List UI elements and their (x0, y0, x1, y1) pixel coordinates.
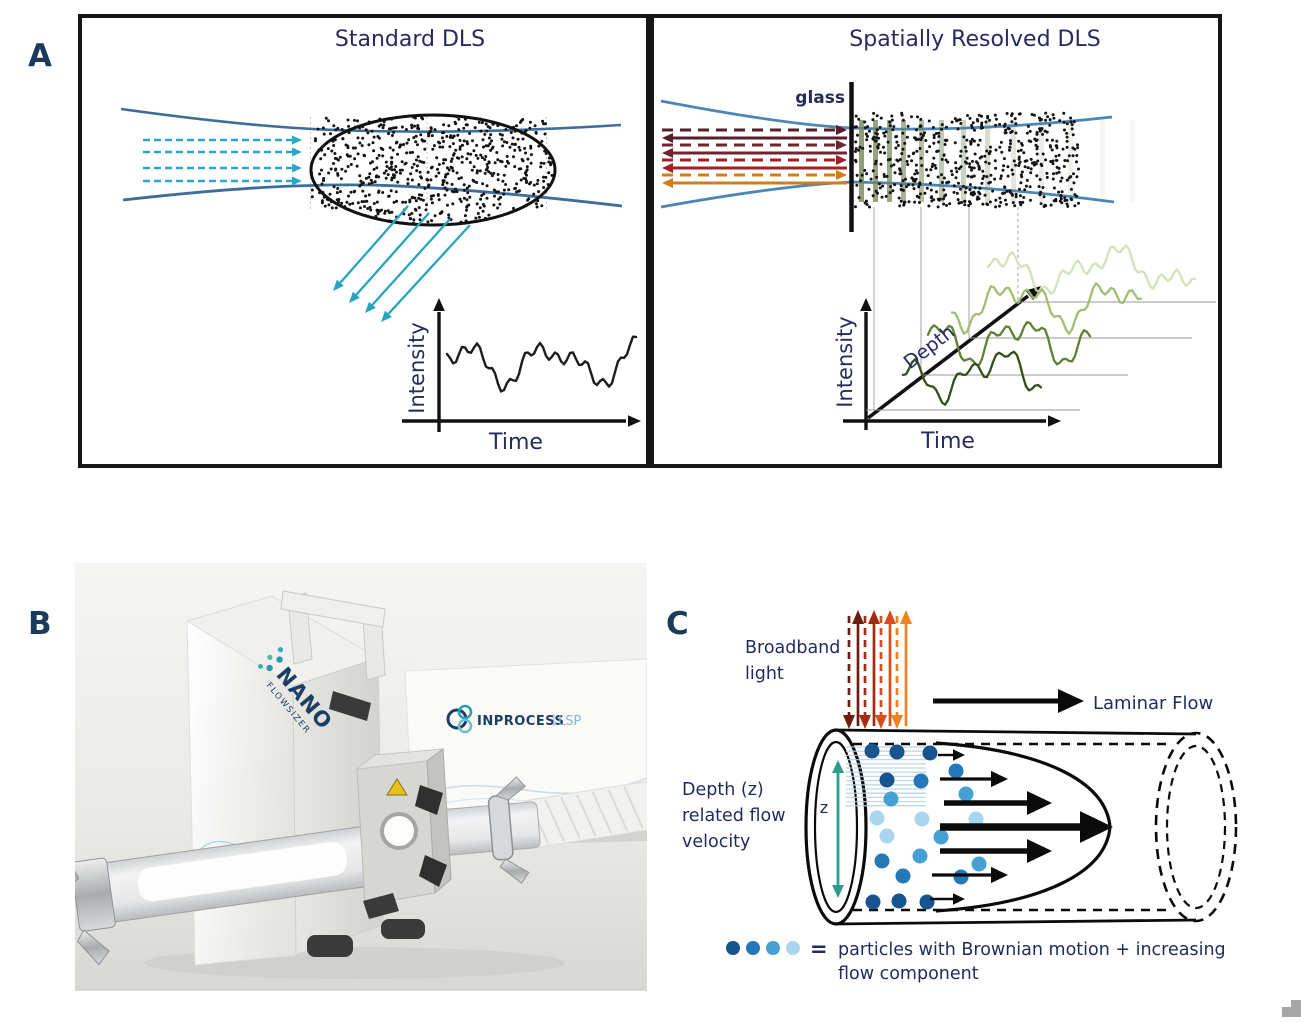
clamp-wing-bottom (499, 858, 530, 884)
depth-axis-label: Depth (900, 321, 959, 374)
intensity-axis-label-left: Intensity (405, 322, 429, 413)
depth-drop-lines (873, 207, 1019, 410)
depth-z-arrow (832, 760, 844, 898)
brownian-particles (864, 743, 987, 910)
panel-a-label: A (28, 38, 52, 74)
tube-clamp-wing-2 (75, 862, 80, 894)
foot-left (307, 935, 353, 957)
broadband-light-arrows (843, 610, 912, 729)
depth-z-label-3: velocity (682, 832, 750, 852)
intensity-axis-label-right: Intensity (833, 316, 857, 407)
tube-end-cap (75, 857, 116, 932)
spatially-resolved-dls-panel: Spatially Resolved DLS glass Intensity D… (650, 14, 1222, 468)
spatially-resolved-dls-diagram: Spatially Resolved DLS glass Intensity D… (660, 27, 1216, 454)
standard-dls-drawing (120, 107, 641, 432)
panel-c-label: C (666, 606, 689, 642)
foot-right (381, 919, 425, 939)
flow-diagram-drawing (726, 610, 1238, 955)
standard-dls-panel: Standard DLS Intensity Time (78, 14, 650, 468)
inprocess-logo: INPROCESS LSP (446, 704, 581, 734)
latch-knob (329, 691, 371, 721)
clamp-wing-top (494, 776, 526, 801)
panel-b-label: B (28, 606, 52, 642)
intensity-trace-standard (445, 335, 638, 393)
time-axis-label-left: Time (488, 430, 543, 455)
time-axis-label-right: Time (920, 429, 975, 454)
standard-dls-title: Standard DLS (335, 27, 485, 52)
sensor-head (355, 748, 452, 919)
clamp-knob-lower (363, 893, 399, 919)
standard-dls-diagram: Standard DLS Intensity Time (120, 27, 641, 455)
z-label: z (820, 798, 828, 817)
scattered-light-arrows (333, 205, 471, 322)
optical-window (380, 812, 418, 850)
braided-hose (522, 781, 647, 848)
velocity-profile-parabola (935, 741, 1112, 913)
measurement-volume-ellipse (309, 113, 557, 227)
laminar-flow-label: Laminar Flow (1093, 693, 1213, 714)
pipe-outline (804, 728, 1238, 926)
legend-equals: = (810, 937, 828, 961)
console-unit: INPROCESS LSP (404, 635, 647, 847)
glass-tube (75, 825, 376, 966)
legend-particle-dots (726, 941, 800, 955)
inprocess-logo-text: INPROCESS (477, 714, 564, 729)
depth-z-label-2: related flow (682, 806, 786, 826)
spatially-resolved-drawing (660, 82, 1216, 430)
tube-clamp-wing (76, 929, 110, 966)
broadband-light-label-2: light (745, 664, 784, 684)
clamp-knob-bottom (419, 855, 447, 887)
handle (280, 590, 386, 681)
particle-dots-resolved (853, 111, 1080, 209)
intensity-time-axes-left (402, 298, 641, 432)
broadband-light-label-1: Broadband (745, 638, 840, 658)
incident-light-arrows (143, 135, 302, 186)
right-tube (427, 776, 541, 884)
spatially-resolved-dls-title: Spatially Resolved DLS (849, 27, 1100, 52)
glass-label: glass (795, 88, 845, 108)
clamp-knob-top (415, 785, 443, 815)
velocity-profile-arrows (930, 749, 1113, 905)
broadband-incident-return-arrows (662, 125, 847, 188)
legend-text-2: flow component (838, 964, 979, 984)
instrument-photo: INPROCESS LSP (75, 563, 647, 991)
legend-text-1: particles with Brownian motion + increas… (838, 940, 1226, 960)
laminar-flow-arrow (933, 689, 1084, 713)
laser-warning-triangle (386, 778, 408, 796)
inprocess-logo-suffix: LSP (558, 714, 581, 729)
flow-velocity-diagram: Broadband light Laminar Flow Depth (z) r… (682, 610, 1238, 984)
depth-z-label-1: Depth (z) (682, 780, 764, 800)
depth-intensity-traces (901, 244, 1197, 406)
